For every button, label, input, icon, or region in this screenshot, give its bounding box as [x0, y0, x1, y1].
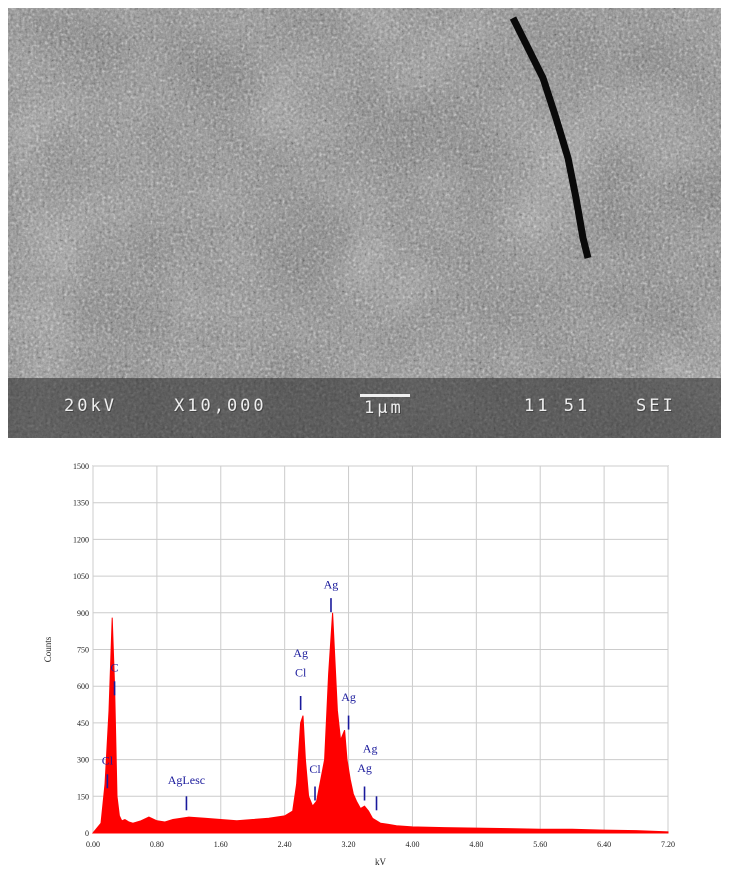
x-tick-label: 6.40 — [597, 840, 611, 849]
x-tick-label: 4.80 — [469, 840, 483, 849]
peak-label: Ag — [293, 646, 308, 660]
x-axis-title: kV — [375, 857, 387, 867]
y-tick-label: 150 — [77, 792, 89, 801]
y-tick-label: 1050 — [73, 572, 89, 581]
peak-label: Cl — [102, 753, 114, 767]
image-id-label: 11 51 — [524, 396, 591, 416]
peak-label: Ag — [341, 690, 356, 704]
voltage-label: 20kV — [64, 396, 117, 416]
sem-image — [8, 8, 721, 438]
x-tick-label: 7.20 — [661, 840, 675, 849]
y-tick-label: 750 — [77, 646, 89, 655]
peak-label: AgLesc — [168, 773, 205, 787]
eds-spectrum-svg: 0.00 0.80 1.60 2.40 3.20 4.00 4.80 5.60 6.40 7.20… — [43, 462, 675, 867]
y-tick-label: 1200 — [73, 535, 89, 544]
crack-feature — [509, 16, 592, 259]
y-tick-label: 1500 — [73, 462, 89, 471]
x-tick-label: 5.60 — [533, 840, 547, 849]
x-tick-label: 2.40 — [278, 840, 292, 849]
y-tick-label: 900 — [77, 609, 89, 618]
y-axis-title: Counts — [43, 636, 53, 662]
x-tick-label: 3.20 — [342, 840, 356, 849]
peak-label: Ag — [363, 741, 378, 755]
sem-micrograph: 20kV X10,000 1μm 11 51 SEI — [8, 8, 721, 438]
x-tick-label: 1.60 — [214, 840, 228, 849]
scale-bar — [360, 394, 410, 397]
imaging-mode-label: SEI — [636, 396, 676, 416]
peak-label: Ag — [324, 577, 339, 591]
spectrum-area — [91, 612, 669, 834]
peak-label: Cl — [295, 665, 307, 679]
peak-label: Cl — [309, 762, 321, 776]
y-tick-label: 1350 — [73, 499, 89, 508]
y-tick-label: 0 — [85, 829, 89, 838]
x-tick-label: 0.00 — [86, 840, 100, 849]
peak-label: C — [111, 661, 119, 675]
y-tick-label: 450 — [77, 719, 89, 728]
x-tick-label: 4.00 — [405, 840, 419, 849]
y-tick-label: 300 — [77, 756, 89, 765]
magnification-label: X10,000 — [174, 396, 267, 416]
y-tick-label: 600 — [77, 682, 89, 691]
scale-label: 1μm — [364, 398, 404, 418]
peak-label: Ag — [357, 761, 372, 775]
eds-spectrum-chart: 0.00 0.80 1.60 2.40 3.20 4.00 4.80 5.60 6.40 7.20… — [0, 448, 729, 877]
x-tick-label: 0.80 — [150, 840, 164, 849]
sem-caption-bar: 20kV X10,000 1μm 11 51 SEI — [8, 386, 721, 426]
